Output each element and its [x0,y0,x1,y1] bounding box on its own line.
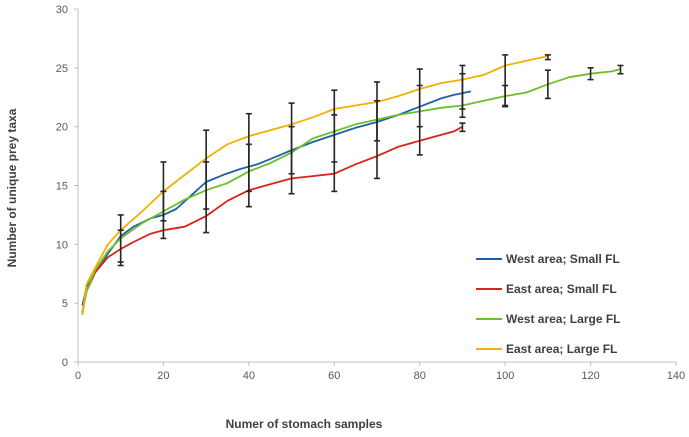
error-bar [416,68,423,156]
x-tick-label: 100 [496,370,514,382]
error-bar [587,67,594,81]
error-bar [459,122,466,133]
error-bars [117,54,624,267]
error-bar [617,64,624,75]
x-tick-label: 0 [75,370,81,382]
series-line-1 [81,90,472,306]
x-axis-ticks: 0 20 40 60 80 100 120 140 [75,362,685,382]
error-bar [374,81,380,180]
error-bar [459,64,466,119]
y-tick-label: 10 [56,239,68,251]
error-bar [160,161,167,222]
y-tick-label: 5 [62,298,68,310]
y-tick-label: 25 [56,63,68,75]
x-tick-label: 80 [414,370,426,382]
error-bar [544,54,551,61]
y-tick-label: 30 [56,4,68,16]
error-bar [117,229,124,267]
y-axis-title: Number of unique prey taxa [5,108,19,267]
legend-label-2: East area; Small FL [506,282,617,296]
y-axis-ticks: 0 5 10 15 20 25 30 [56,4,78,369]
error-bar [245,112,252,208]
legend: West area; Small FL East area; Small FL We… [476,252,620,356]
y-tick-label: 0 [62,357,68,369]
x-axis-title: Numer of stomach samples [226,417,383,431]
x-tick-label: 120 [581,370,599,382]
y-tick-label: 15 [56,181,68,193]
error-bar [502,54,509,107]
legend-label-4: East area; Large FL [506,342,617,356]
series-line-2 [81,125,463,313]
legend-label-3: West area; Large FL [506,312,620,326]
series-line-4 [81,55,549,316]
error-bar [203,129,210,234]
error-bar [331,89,338,193]
error-bar [544,69,551,100]
axes [77,9,676,363]
legend-label-1: West area; Small FL [506,252,620,266]
x-tick-label: 60 [328,370,340,382]
x-tick-label: 20 [157,370,169,382]
error-bar [288,102,295,195]
x-tick-label: 140 [667,370,685,382]
x-tick-label: 40 [243,370,255,382]
y-tick-label: 20 [56,122,68,134]
